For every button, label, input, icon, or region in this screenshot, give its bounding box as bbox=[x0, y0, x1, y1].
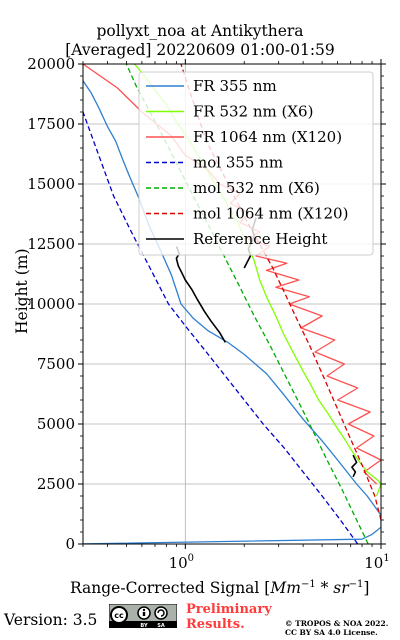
series-mol-1064-nm-x120 bbox=[180, 64, 381, 521]
copyright-line2: CC BY SA 4.0 License. bbox=[285, 628, 378, 637]
sa-icon bbox=[154, 606, 168, 620]
preliminary-label-line2: Results. bbox=[186, 617, 245, 632]
cc-icon bbox=[110, 606, 128, 624]
x-tick-label: 100 bbox=[169, 553, 194, 572]
version-text: Version: 3.5 bbox=[4, 611, 98, 629]
legend-label: FR 532 nm (X6) bbox=[193, 103, 313, 121]
y-axis-label: Height (m) bbox=[13, 248, 31, 335]
copyright-line1: © TROPOS & NOA 2022. bbox=[285, 619, 389, 628]
y-tick-label: 12500 bbox=[27, 235, 75, 253]
series-mol-355-nm bbox=[83, 111, 359, 544]
series-mol-532-nm-x6 bbox=[125, 64, 369, 544]
badge-sa-text: SA bbox=[157, 623, 165, 628]
y-tick-label: 17500 bbox=[27, 115, 75, 133]
x-tick-label: 101 bbox=[364, 553, 389, 572]
svg-text:cc: cc bbox=[114, 611, 124, 620]
legend-label: FR 355 nm bbox=[193, 77, 277, 95]
legend-label: mol 355 nm bbox=[193, 154, 283, 172]
y-tick-label: 10000 bbox=[27, 295, 75, 313]
cc-license-badge: cc BY SA bbox=[109, 604, 177, 628]
y-tick-label: 15000 bbox=[27, 175, 75, 193]
chart-title-line2: [Averaged] 20220609 01:00-01:59 bbox=[65, 41, 335, 59]
series-fr-355-nm bbox=[83, 79, 381, 544]
x-axis-label: Range-Corrected Signal [Mm−1 * sr−1] bbox=[70, 579, 370, 598]
y-tick-label: 0 bbox=[65, 535, 75, 553]
legend-box bbox=[138, 71, 374, 256]
y-tick-label: 7500 bbox=[37, 355, 75, 373]
legend-label: mol 1064 nm (X120) bbox=[193, 205, 348, 223]
badge-by-text: BY bbox=[140, 623, 148, 628]
chart-title-line1: pollyxt_noa at Antikythera bbox=[96, 22, 304, 40]
legend-label: Reference Height bbox=[193, 230, 327, 248]
y-tick-label: 2500 bbox=[37, 475, 75, 493]
series-reference-height bbox=[351, 454, 358, 478]
y-tick-label: 20000 bbox=[27, 55, 75, 73]
series-reference-height bbox=[175, 246, 226, 343]
legend-label: mol 532 nm (X6) bbox=[193, 179, 320, 197]
legend-label: FR 1064 nm (X120) bbox=[193, 128, 342, 146]
y-tick-label: 5000 bbox=[37, 415, 75, 433]
preliminary-label-line1: Preliminary bbox=[186, 602, 272, 617]
